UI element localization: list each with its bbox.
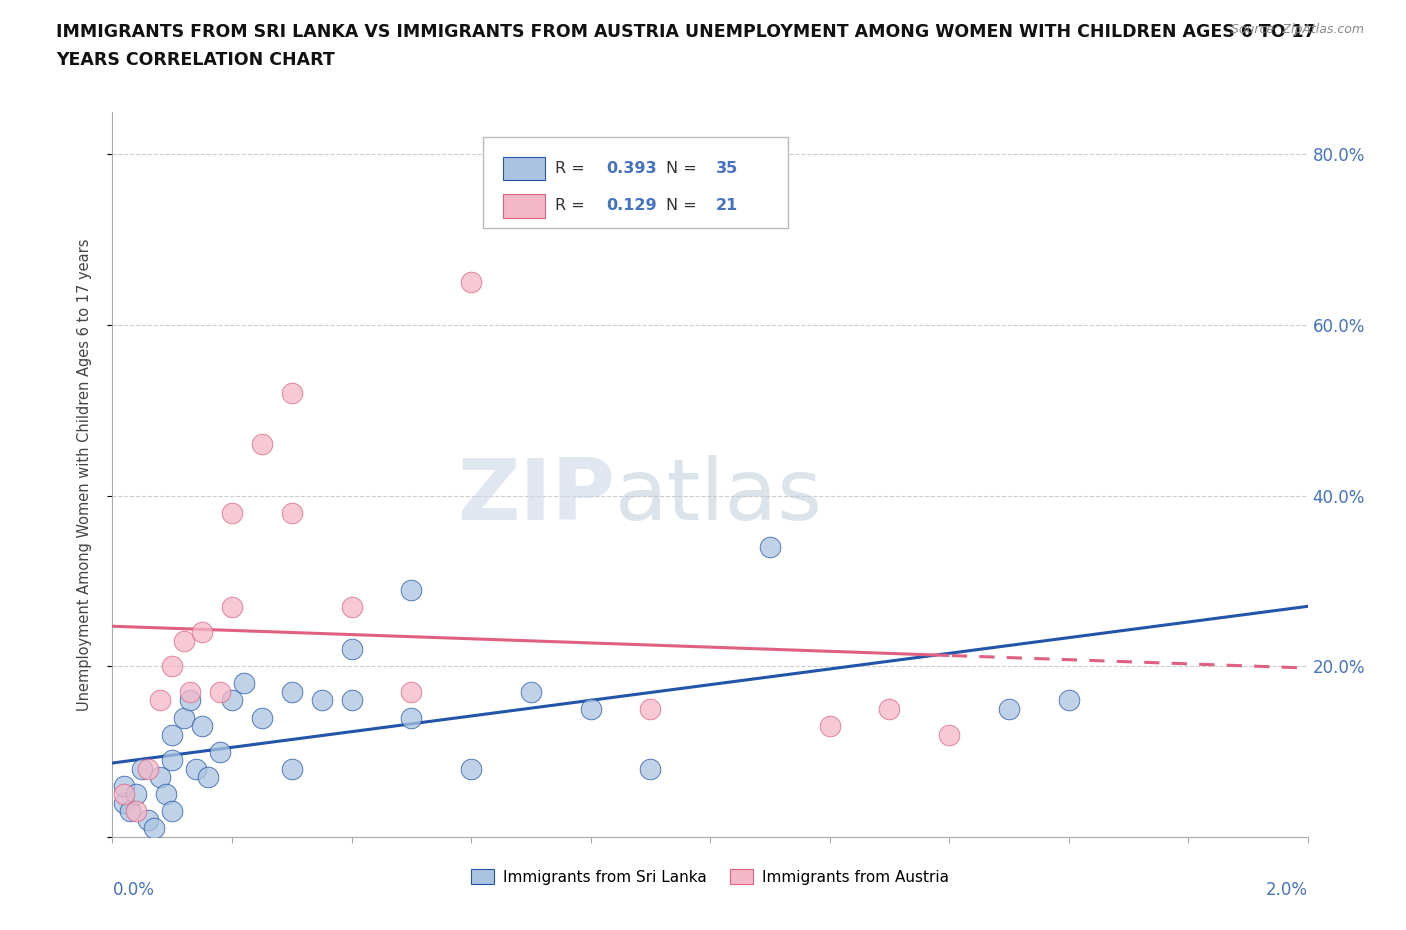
Point xyxy=(460,275,482,290)
Text: atlas: atlas xyxy=(614,455,823,538)
Point xyxy=(998,701,1021,716)
Point xyxy=(138,762,160,777)
Text: ZIP: ZIP xyxy=(457,455,614,538)
Y-axis label: Unemployment Among Women with Children Ages 6 to 17 years: Unemployment Among Women with Children A… xyxy=(77,238,91,711)
Point xyxy=(186,762,208,777)
Point xyxy=(818,719,841,734)
Text: IMMIGRANTS FROM SRI LANKA VS IMMIGRANTS FROM AUSTRIA UNEMPLOYMENT AMONG WOMEN WI: IMMIGRANTS FROM SRI LANKA VS IMMIGRANTS … xyxy=(56,23,1316,41)
Point xyxy=(221,505,243,520)
Text: Source: ZipAtlas.com: Source: ZipAtlas.com xyxy=(1230,23,1364,36)
Point xyxy=(579,701,602,716)
Point xyxy=(938,727,960,742)
Point xyxy=(162,658,183,673)
Point xyxy=(125,804,148,818)
Point xyxy=(114,787,135,802)
Point xyxy=(179,693,201,708)
Point xyxy=(162,804,183,818)
Text: N =: N = xyxy=(666,161,702,176)
Point xyxy=(125,787,148,802)
Point xyxy=(401,711,423,725)
Point xyxy=(143,821,166,836)
Text: 0.129: 0.129 xyxy=(606,198,657,213)
Point xyxy=(401,582,423,597)
Point xyxy=(340,693,363,708)
Point xyxy=(149,693,172,708)
Point xyxy=(209,744,232,759)
Point xyxy=(114,778,135,793)
Point xyxy=(281,684,304,699)
Point xyxy=(191,719,214,734)
Point xyxy=(640,762,662,777)
Point xyxy=(311,693,333,708)
Point xyxy=(340,642,363,657)
Point xyxy=(131,762,153,777)
Point xyxy=(221,693,243,708)
Point xyxy=(401,684,423,699)
Text: N =: N = xyxy=(666,198,702,213)
Text: 0.0%: 0.0% xyxy=(112,881,155,898)
Point xyxy=(173,711,195,725)
Point xyxy=(281,386,304,401)
Point xyxy=(162,727,183,742)
Point xyxy=(1057,693,1080,708)
Point xyxy=(221,599,243,614)
Point xyxy=(209,684,232,699)
Point xyxy=(120,804,142,818)
FancyBboxPatch shape xyxy=(503,156,546,179)
Point xyxy=(138,813,160,828)
Text: 21: 21 xyxy=(716,198,738,213)
Point xyxy=(149,770,172,785)
FancyBboxPatch shape xyxy=(503,194,546,218)
Point xyxy=(191,625,214,640)
Point xyxy=(877,701,901,716)
Point xyxy=(162,752,183,767)
Text: 35: 35 xyxy=(716,161,738,176)
Point xyxy=(340,599,363,614)
Legend: Immigrants from Sri Lanka, Immigrants from Austria: Immigrants from Sri Lanka, Immigrants fr… xyxy=(465,863,955,891)
Point xyxy=(520,684,543,699)
Point xyxy=(179,684,201,699)
Point xyxy=(197,770,219,785)
Point xyxy=(173,633,195,648)
Text: YEARS CORRELATION CHART: YEARS CORRELATION CHART xyxy=(56,51,335,69)
Point xyxy=(640,701,662,716)
Point xyxy=(281,762,304,777)
Point xyxy=(233,676,256,691)
Text: 0.393: 0.393 xyxy=(606,161,657,176)
Point xyxy=(155,787,177,802)
Point xyxy=(759,539,782,554)
FancyBboxPatch shape xyxy=(484,137,787,228)
Point xyxy=(460,762,482,777)
Point xyxy=(281,505,304,520)
Text: R =: R = xyxy=(554,198,589,213)
Point xyxy=(250,711,273,725)
Text: R =: R = xyxy=(554,161,589,176)
Point xyxy=(250,437,273,452)
Text: 2.0%: 2.0% xyxy=(1265,881,1308,898)
Point xyxy=(114,795,135,810)
